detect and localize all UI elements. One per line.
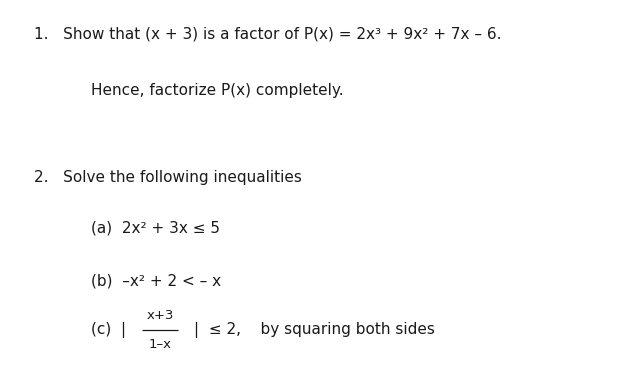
- Text: (b)  –x² + 2 < – x: (b) –x² + 2 < – x: [91, 273, 221, 288]
- Text: |  ≤ 2,    by squaring both sides: | ≤ 2, by squaring both sides: [194, 322, 435, 338]
- Text: Hence, factorize P(x) completely.: Hence, factorize P(x) completely.: [91, 83, 344, 98]
- Text: (c)  |: (c) |: [91, 322, 126, 338]
- Text: 1–x: 1–x: [149, 338, 171, 351]
- Text: 1.   Show that (x + 3) is a factor of P(x) = 2x³ + 9x² + 7x – 6.: 1. Show that (x + 3) is a factor of P(x)…: [34, 26, 502, 41]
- Text: (a)  2x² + 3x ≤ 5: (a) 2x² + 3x ≤ 5: [91, 221, 220, 236]
- Text: 2.   Solve the following inequalities: 2. Solve the following inequalities: [34, 170, 302, 185]
- Text: x+3: x+3: [146, 309, 174, 322]
